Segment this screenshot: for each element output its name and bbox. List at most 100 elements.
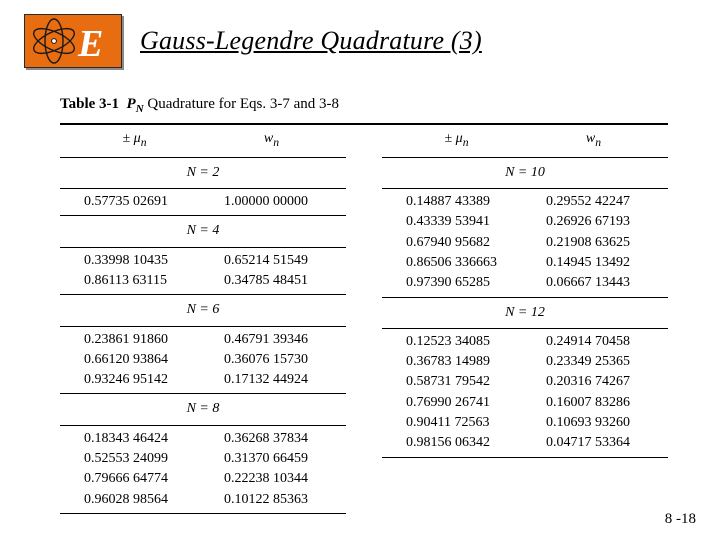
header-w: wn <box>525 129 662 152</box>
n-label: N = 2 <box>60 161 346 185</box>
n-label: N = 4 <box>60 219 346 243</box>
w-value: 0.29552 42247 <box>522 192 662 212</box>
table-row: 0.66120 938640.36076 15730 <box>60 350 346 370</box>
n-label: N = 12 <box>382 301 668 325</box>
rule <box>382 328 668 329</box>
mu-value: 0.93246 95142 <box>66 370 200 390</box>
w-value: 0.22238 10344 <box>200 469 340 489</box>
caption-symbol: PN <box>127 96 144 112</box>
table-col-left: ± μnwn N = 2 0.57735 026911.00000 00000 N =… <box>60 127 346 517</box>
mu-value: 0.14887 43389 <box>388 192 522 212</box>
table-row: 0.18343 464240.36268 37834 <box>60 429 346 449</box>
table-row: 0.79666 647740.22238 10344 <box>60 469 346 489</box>
table-row: 0.90411 725630.10693 93260 <box>382 413 668 433</box>
mu-value: 0.96028 98564 <box>66 490 200 510</box>
mu-value: 0.33998 10435 <box>66 251 200 271</box>
mu-value: 0.66120 93864 <box>66 350 200 370</box>
w-value: 0.36076 15730 <box>200 350 340 370</box>
w-value: 0.65214 51549 <box>200 251 340 271</box>
slide-title: Gauss-Legendre Quadrature (3) <box>140 26 482 56</box>
w-value: 0.10693 93260 <box>522 413 662 433</box>
header-mu: ± μn <box>66 129 203 152</box>
table-row: 0.33998 104350.65214 51549 <box>60 251 346 271</box>
rule <box>60 425 346 426</box>
rule <box>60 326 346 327</box>
table-row: 0.58731 795420.20316 74267 <box>382 372 668 392</box>
rule <box>60 188 346 189</box>
rule <box>382 188 668 189</box>
column-headers: ± μnwn <box>382 127 668 154</box>
table-row: 0.97390 652850.06667 13443 <box>382 273 668 293</box>
table-row: 0.23861 918600.46791 39346 <box>60 330 346 350</box>
mu-value: 0.23861 91860 <box>66 330 200 350</box>
atom-e-icon: E <box>28 18 118 64</box>
mu-value: 0.76990 26741 <box>388 393 522 413</box>
mu-value: 0.79666 64774 <box>66 469 200 489</box>
rule <box>60 294 346 295</box>
rule <box>382 457 668 458</box>
caption-label: Table 3-1 <box>60 96 119 112</box>
rule <box>382 157 668 158</box>
logo: E <box>24 14 122 68</box>
page-number: 8 -18 <box>665 511 696 528</box>
svg-text:E: E <box>77 23 103 64</box>
rule <box>60 393 346 394</box>
rule <box>60 215 346 216</box>
table-row: 0.14887 433890.29552 42247 <box>382 192 668 212</box>
w-value: 0.06667 13443 <box>522 273 662 293</box>
w-value: 0.46791 39346 <box>200 330 340 350</box>
rule-top <box>60 123 668 125</box>
mu-value: 0.58731 79542 <box>388 372 522 392</box>
n-label: N = 8 <box>60 397 346 421</box>
mu-value: 0.36783 14989 <box>388 352 522 372</box>
table-row: 0.86113 631150.34785 48451 <box>60 271 346 291</box>
table-col-right: ± μnwnN = 100.14887 433890.29552 422470.… <box>382 127 668 517</box>
header-mu: ± μn <box>388 129 525 152</box>
mu-value: 0.97390 65285 <box>388 273 522 293</box>
mu-value: 0.86113 63115 <box>66 271 200 291</box>
w-value: 0.04717 53364 <box>522 433 662 453</box>
w-value: 0.10122 85363 <box>200 490 340 510</box>
table-caption: Table 3-1 PN Quadrature for Eqs. 3-7 and… <box>60 96 668 115</box>
mu-value: 0.86506 336663 <box>388 253 522 273</box>
table-row: 0.93246 951420.17132 44924 <box>60 370 346 390</box>
quadrature-table: Table 3-1 PN Quadrature for Eqs. 3-7 and… <box>60 96 668 517</box>
slide: E Gauss-Legendre Quadrature (3) Table 3-… <box>0 0 720 540</box>
w-value: 0.20316 74267 <box>522 372 662 392</box>
w-value: 0.16007 83286 <box>522 393 662 413</box>
mu-value: 0.18343 46424 <box>66 429 200 449</box>
w-value: 0.31370 66459 <box>200 449 340 469</box>
table-row: 0.98156 063420.04717 53364 <box>382 433 668 453</box>
w-value: 0.24914 70458 <box>522 332 662 352</box>
table-row: 0.86506 3366630.14945 13492 <box>382 253 668 273</box>
rule <box>60 513 346 514</box>
w-value: 0.26926 67193 <box>522 212 662 232</box>
table-row: 0.67940 956820.21908 63625 <box>382 233 668 253</box>
w-value: 0.21908 63625 <box>522 233 662 253</box>
mu-value: 0.90411 72563 <box>388 413 522 433</box>
table-row: 0.57735 026911.00000 00000 <box>60 192 346 212</box>
table-row: 0.43339 539410.26926 67193 <box>382 212 668 232</box>
n-label: N = 10 <box>382 161 668 185</box>
n-label: N = 6 <box>60 298 346 322</box>
caption-symbol-n: N <box>136 103 144 115</box>
mu-value: 0.52553 24099 <box>66 449 200 469</box>
mu-value: 0.57735 02691 <box>66 192 200 212</box>
rule <box>60 157 346 158</box>
w-value: 0.23349 25365 <box>522 352 662 372</box>
w-value: 0.34785 48451 <box>200 271 340 291</box>
header-w: wn <box>203 129 340 152</box>
mu-value: 0.12523 34085 <box>388 332 522 352</box>
rule <box>382 297 668 298</box>
caption-symbol-p: P <box>127 96 136 112</box>
table-row: 0.76990 267410.16007 83286 <box>382 393 668 413</box>
table-grid: ± μnwnN = 20.57735 026911.00000 00000N =… <box>60 127 668 517</box>
mu-value: 0.98156 06342 <box>388 433 522 453</box>
w-value: 1.00000 00000 <box>200 192 340 212</box>
w-value: 0.14945 13492 <box>522 253 662 273</box>
w-value: 0.36268 37834 <box>200 429 340 449</box>
mu-value: 0.67940 95682 <box>388 233 522 253</box>
table-row: 0.36783 149890.23349 25365 <box>382 352 668 372</box>
header: E Gauss-Legendre Quadrature (3) <box>0 0 720 68</box>
table-row: 0.52553 240990.31370 66459 <box>60 449 346 469</box>
